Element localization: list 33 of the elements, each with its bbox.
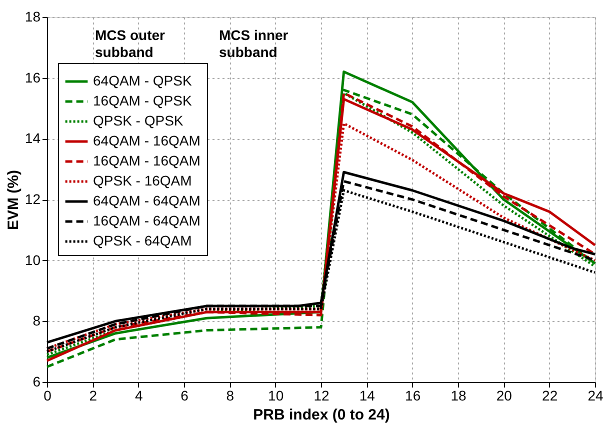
y-axis-title: EVM (%)	[4, 170, 22, 230]
annotation: MCS outer subband	[95, 27, 166, 60]
legend-label: 16QAM - QPSK	[93, 92, 192, 108]
y-tick-label: 8	[32, 312, 41, 329]
x-tick-label: 20	[496, 388, 512, 404]
x-tick-label: 18	[450, 388, 466, 404]
x-tick-label: 6	[180, 388, 189, 404]
x-tick-label: 10	[268, 388, 284, 404]
x-tick-label: 4	[134, 388, 143, 404]
legend-label: 64QAM - 64QAM	[93, 192, 200, 208]
legend-label: QPSK - QPSK	[93, 112, 184, 128]
y-tick-label: 6	[32, 374, 41, 390]
y-tick-label: 12	[24, 191, 41, 207]
y-tick-label: 18	[24, 8, 41, 24]
legend-label: 16QAM - 64QAM	[93, 212, 200, 228]
legend-label: 16QAM - 16QAM	[93, 152, 200, 168]
legend-label: 64QAM - 16QAM	[93, 132, 200, 148]
x-tick-label: 12	[314, 388, 330, 404]
y-tick-label: 10	[24, 252, 41, 268]
x-tick-label: 16	[405, 388, 421, 404]
legend-label: 64QAM - QPSK	[93, 72, 192, 88]
x-tick-label: 22	[542, 388, 558, 404]
x-tick-label: 14	[359, 388, 376, 404]
y-tick-label: 14	[24, 130, 41, 146]
x-tick-label: 0	[44, 388, 52, 404]
x-tick-label: 8	[226, 388, 234, 404]
legend-label: QPSK - 64QAM	[93, 232, 192, 248]
x-tick-label: 24	[588, 388, 604, 404]
y-tick-label: 16	[24, 69, 41, 86]
x-axis-title: PRB index (0 to 24)	[253, 406, 390, 424]
annotation: MCS inner subband	[219, 27, 289, 60]
legend-label: QPSK - 16QAM	[93, 172, 192, 188]
x-tick-label: 2	[89, 388, 98, 404]
